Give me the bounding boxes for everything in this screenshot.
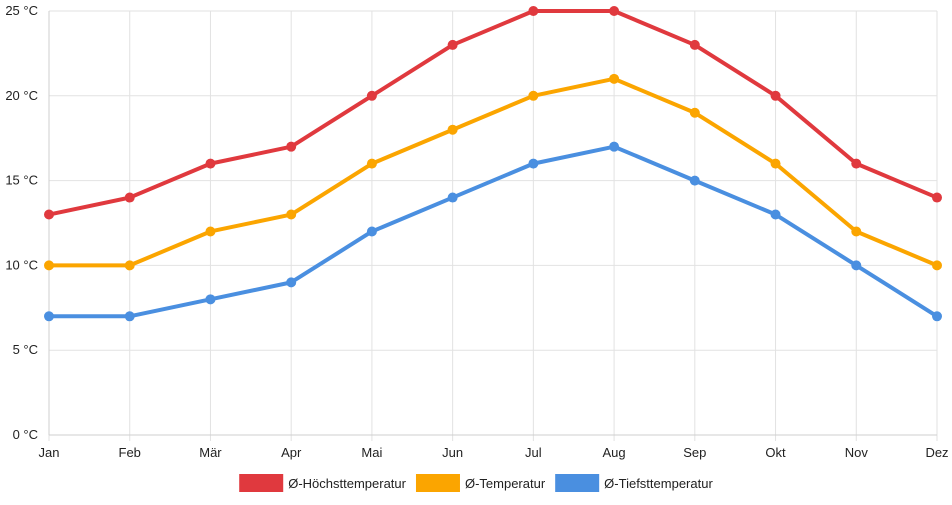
legend-swatch xyxy=(555,474,600,492)
data-point[interactable] xyxy=(124,192,135,203)
data-point[interactable] xyxy=(366,226,377,237)
data-point[interactable] xyxy=(770,209,781,220)
data-point[interactable] xyxy=(932,192,942,203)
data-point[interactable] xyxy=(770,90,781,101)
series-line xyxy=(47,76,939,268)
data-point[interactable] xyxy=(528,6,539,16)
data-point[interactable] xyxy=(205,226,216,237)
grid xyxy=(48,10,938,441)
data-point[interactable] xyxy=(689,175,700,186)
axes: 0 °C 5 °C 10 °C 15 °C 20 °C 25 °C Jan Feb Mär Apr… xyxy=(5,3,948,460)
data-point[interactable] xyxy=(851,158,862,169)
data-point[interactable] xyxy=(44,209,54,220)
data-point[interactable] xyxy=(44,260,54,271)
x-tick-label: Feb xyxy=(119,445,141,460)
data-point[interactable] xyxy=(447,192,458,203)
data-point[interactable] xyxy=(124,311,135,322)
x-tick-label: Okt xyxy=(765,445,786,460)
legend-label: Ø-Tiefsttemperatur xyxy=(604,476,713,491)
data-point[interactable] xyxy=(44,311,54,322)
y-tick-label: 0 °C xyxy=(13,427,38,442)
data-point[interactable] xyxy=(528,158,539,169)
data-point[interactable] xyxy=(124,260,135,271)
series-line xyxy=(47,144,939,319)
data-point[interactable] xyxy=(851,260,862,271)
data-point[interactable] xyxy=(689,107,700,118)
series-2 xyxy=(44,141,942,322)
legend-swatch xyxy=(415,474,460,492)
legend-swatch xyxy=(239,474,284,492)
y-tick-label: 25 °C xyxy=(5,3,38,18)
series-group xyxy=(44,6,942,322)
data-point[interactable] xyxy=(366,90,377,101)
y-tick-label: 15 °C xyxy=(5,173,38,188)
x-tick-label: Jul xyxy=(525,445,542,460)
x-tick-label: Apr xyxy=(281,445,302,460)
y-tick-label: 5 °C xyxy=(13,342,38,357)
data-point[interactable] xyxy=(770,158,781,169)
x-tick-label: Jan xyxy=(39,445,60,460)
y-tick-label: 10 °C xyxy=(5,257,38,272)
legend: Ø-Höchsttemperatur Ø-Temperatur Ø-Tiefstte… xyxy=(239,474,713,492)
series-0 xyxy=(44,6,942,220)
series-line xyxy=(47,9,939,217)
legend-item[interactable]: Ø-Tiefsttemperatur xyxy=(555,474,713,492)
x-tick-label: Mär xyxy=(199,445,222,460)
data-point[interactable] xyxy=(528,90,539,101)
legend-label: Ø-Temperatur xyxy=(465,476,546,491)
legend-item[interactable]: Ø-Temperatur xyxy=(415,474,546,492)
data-point[interactable] xyxy=(609,141,620,152)
data-point[interactable] xyxy=(689,39,700,50)
x-tick-label: Mai xyxy=(361,445,382,460)
data-point[interactable] xyxy=(932,311,942,322)
data-point[interactable] xyxy=(609,6,620,16)
data-point[interactable] xyxy=(609,73,620,84)
legend-item[interactable]: Ø-Höchsttemperatur xyxy=(239,474,407,492)
y-tick-label: 20 °C xyxy=(5,88,38,103)
data-point[interactable] xyxy=(932,260,942,271)
data-point[interactable] xyxy=(447,124,458,135)
data-point[interactable] xyxy=(286,277,297,288)
data-point[interactable] xyxy=(286,209,297,220)
x-tick-label: Sep xyxy=(683,445,706,460)
x-tick-label: Nov xyxy=(845,445,869,460)
data-point[interactable] xyxy=(205,158,216,169)
data-point[interactable] xyxy=(366,158,377,169)
data-point[interactable] xyxy=(205,294,216,305)
data-point[interactable] xyxy=(286,141,297,152)
x-tick-label: Aug xyxy=(603,445,626,460)
series-1 xyxy=(44,73,942,271)
data-point[interactable] xyxy=(447,39,458,50)
data-point[interactable] xyxy=(851,226,862,237)
legend-label: Ø-Höchsttemperatur xyxy=(288,476,406,491)
x-tick-label: Dez xyxy=(925,445,948,460)
x-tick-label: Jun xyxy=(442,445,463,460)
